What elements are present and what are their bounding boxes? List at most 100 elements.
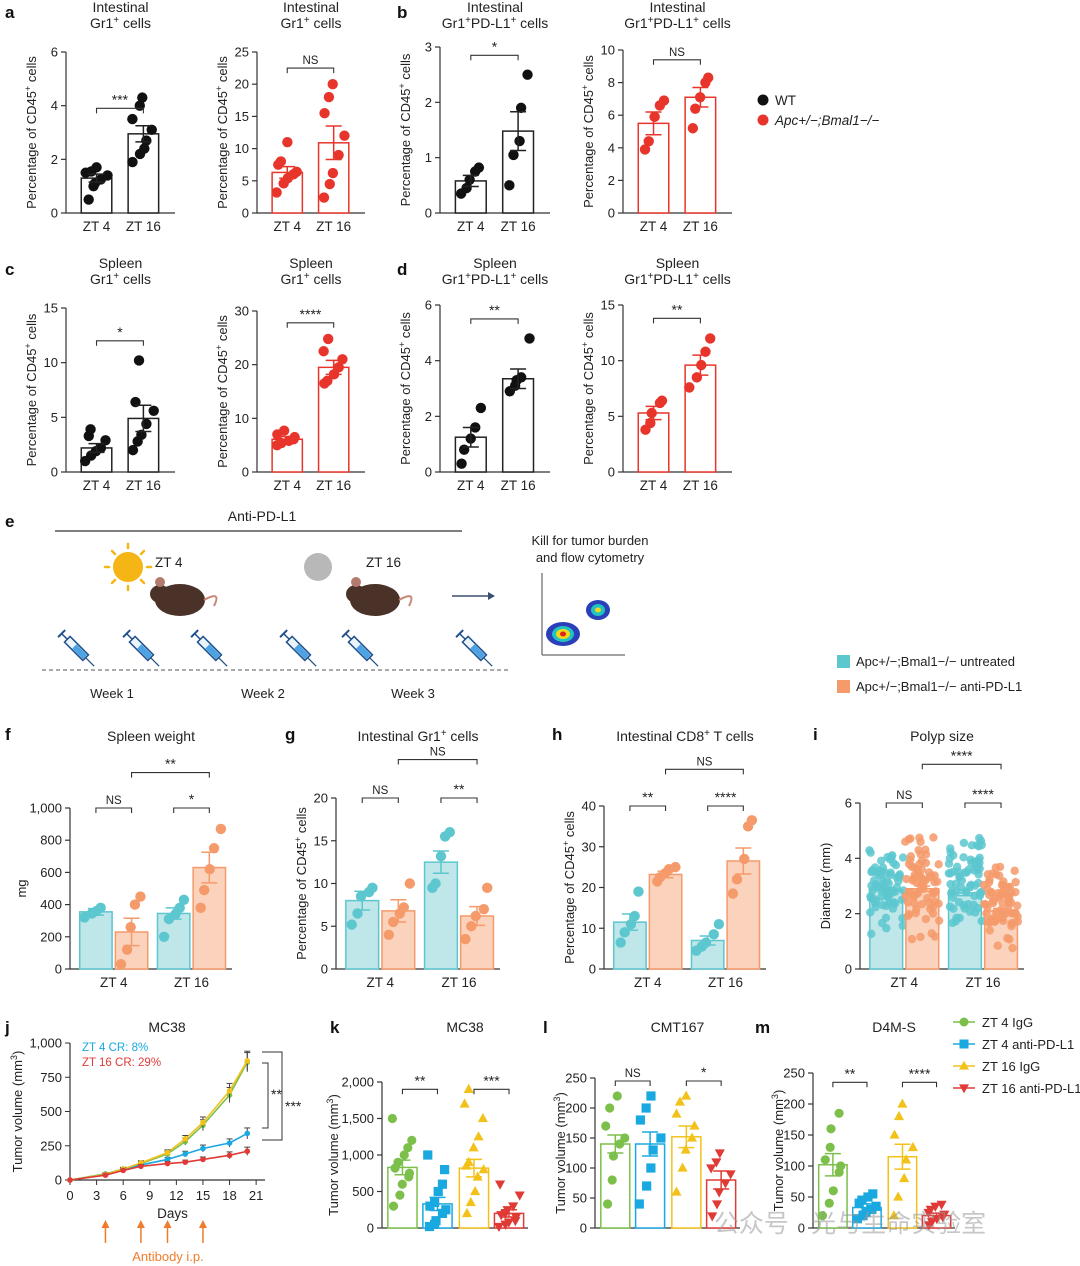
data-point — [929, 889, 938, 898]
annotation-zt4-cr: ZT 4 CR: 8% — [82, 1042, 148, 1054]
series-line — [69, 1060, 248, 1181]
chart-title: Intestinal Gr1+ cells — [358, 728, 479, 745]
arrow-head-icon — [488, 592, 495, 600]
data-point — [468, 1142, 479, 1152]
syringe-plunger — [126, 633, 133, 640]
x-tick-label: 6 — [120, 1188, 127, 1203]
y-tick-label: 6 — [425, 298, 432, 313]
data-point — [508, 149, 519, 161]
data-point — [319, 107, 330, 119]
data-point — [875, 884, 885, 893]
data-point — [985, 875, 994, 884]
significance-bracket — [652, 317, 701, 324]
data-point — [478, 1164, 489, 1174]
legend-treatment: Apc+/−;Bmal1−/− untreated Apc+/−;Bmal1−/… — [837, 654, 1022, 694]
data-point — [430, 878, 441, 889]
data-point — [524, 333, 535, 344]
data-point — [393, 1157, 403, 1167]
syringe-fluid — [470, 644, 486, 660]
data-point — [634, 1199, 644, 1209]
data-point — [456, 458, 467, 469]
data-point — [182, 1151, 189, 1157]
significance-label: NS — [106, 795, 122, 807]
syringe-plunger-head — [279, 629, 288, 638]
legend-treated-label: Apc+/−;Bmal1−/− anti-PD-L1 — [856, 679, 1022, 694]
chart-title: Spleen — [289, 255, 333, 271]
data-point — [424, 1221, 435, 1232]
data-point — [514, 135, 525, 147]
significance-bracket — [921, 763, 1002, 770]
y-tick-label: 2 — [425, 95, 432, 110]
syringe-fluid — [205, 644, 221, 660]
data-point — [493, 1222, 504, 1233]
significance-label: * — [492, 38, 498, 54]
significance-label: *** — [285, 1098, 302, 1114]
data-point — [430, 1197, 440, 1208]
data-point — [466, 921, 477, 932]
data-point — [897, 1098, 908, 1108]
data-point — [511, 1213, 522, 1223]
data-point — [686, 1132, 698, 1142]
y-tick-label: 10 — [582, 921, 596, 936]
data-point — [687, 123, 699, 134]
chart-i: 0 2 4 6 Diameter (mm) Polyp size i ZT 4 ZT 16 NS *… — [813, 725, 1024, 990]
antibody-arrow-head — [136, 1220, 145, 1228]
data-point — [884, 892, 893, 902]
y-tick-label: 200 — [783, 1097, 805, 1112]
data-point — [671, 1108, 682, 1118]
significance-bracket — [95, 107, 144, 114]
chart-f: 0 200 400 600 800 1,000 mg Spleen weight f ZT 4 ZT… — [5, 725, 232, 990]
significance-bracket — [286, 67, 335, 74]
chart-title: Polyp size — [910, 728, 974, 744]
chart-title: Spleen — [656, 255, 700, 271]
x-tick-label: ZT 4 — [891, 975, 919, 990]
y-tick-label: 200 — [565, 1101, 587, 1116]
data-point — [825, 1142, 835, 1152]
legend-marker — [959, 1039, 969, 1049]
y-tick-label: 4 — [51, 98, 58, 113]
y-tick-label: 0 — [367, 1221, 374, 1236]
data-point — [129, 899, 141, 910]
data-point — [127, 444, 139, 456]
bar — [726, 860, 761, 970]
y-tick-label: 2 — [51, 152, 58, 167]
chart-l: 0 50 100 150 200 250 Tumor volume (mm3) CMT167 l… — [543, 1018, 740, 1236]
legend-label: ZT 16 anti-PD-L1 — [982, 1081, 1080, 1096]
data-point — [215, 823, 227, 835]
chart-title: Gr1+PD-L1+ cells — [624, 271, 730, 288]
data-point — [440, 1165, 450, 1175]
y-tick-label: 500 — [352, 1184, 374, 1199]
significance-bracket — [286, 322, 335, 328]
syringe-plunger — [194, 633, 201, 640]
significance-bracket — [470, 54, 519, 61]
data-point — [689, 1120, 700, 1130]
data-point — [916, 932, 925, 942]
data-point — [387, 1113, 397, 1124]
antibody-arrow-head — [101, 1220, 110, 1228]
x-tick-label: ZT 16 — [501, 219, 536, 234]
syringe-plunger-head — [190, 629, 199, 638]
data-point — [333, 149, 344, 161]
data-point — [992, 907, 1001, 917]
data-point — [828, 1186, 838, 1196]
legend-label: ZT 16 IgG — [982, 1059, 1040, 1074]
data-point — [322, 375, 333, 386]
y-axis-label: Percentage of CD45+ cells — [397, 53, 413, 206]
data-point — [195, 902, 206, 914]
data-point — [164, 1156, 171, 1163]
data-point — [275, 156, 287, 167]
y-axis-label: Percentage of CD45+ cells — [580, 312, 596, 465]
data-point — [677, 1162, 688, 1172]
y-tick-label: 40 — [582, 799, 596, 814]
y-tick-label: 10 — [235, 411, 249, 426]
x-tick-label: ZT 16 — [316, 219, 351, 234]
legend-treated-swatch — [837, 680, 850, 693]
y-axis-label: Percentage of CD45+ cells — [23, 313, 39, 466]
significance-bracket — [131, 772, 210, 778]
data-point — [475, 402, 487, 414]
data-point — [671, 1186, 682, 1196]
data-point — [514, 1191, 525, 1201]
panel-label-m: m — [755, 1018, 770, 1037]
data-point — [278, 425, 290, 436]
data-point — [388, 1201, 399, 1211]
